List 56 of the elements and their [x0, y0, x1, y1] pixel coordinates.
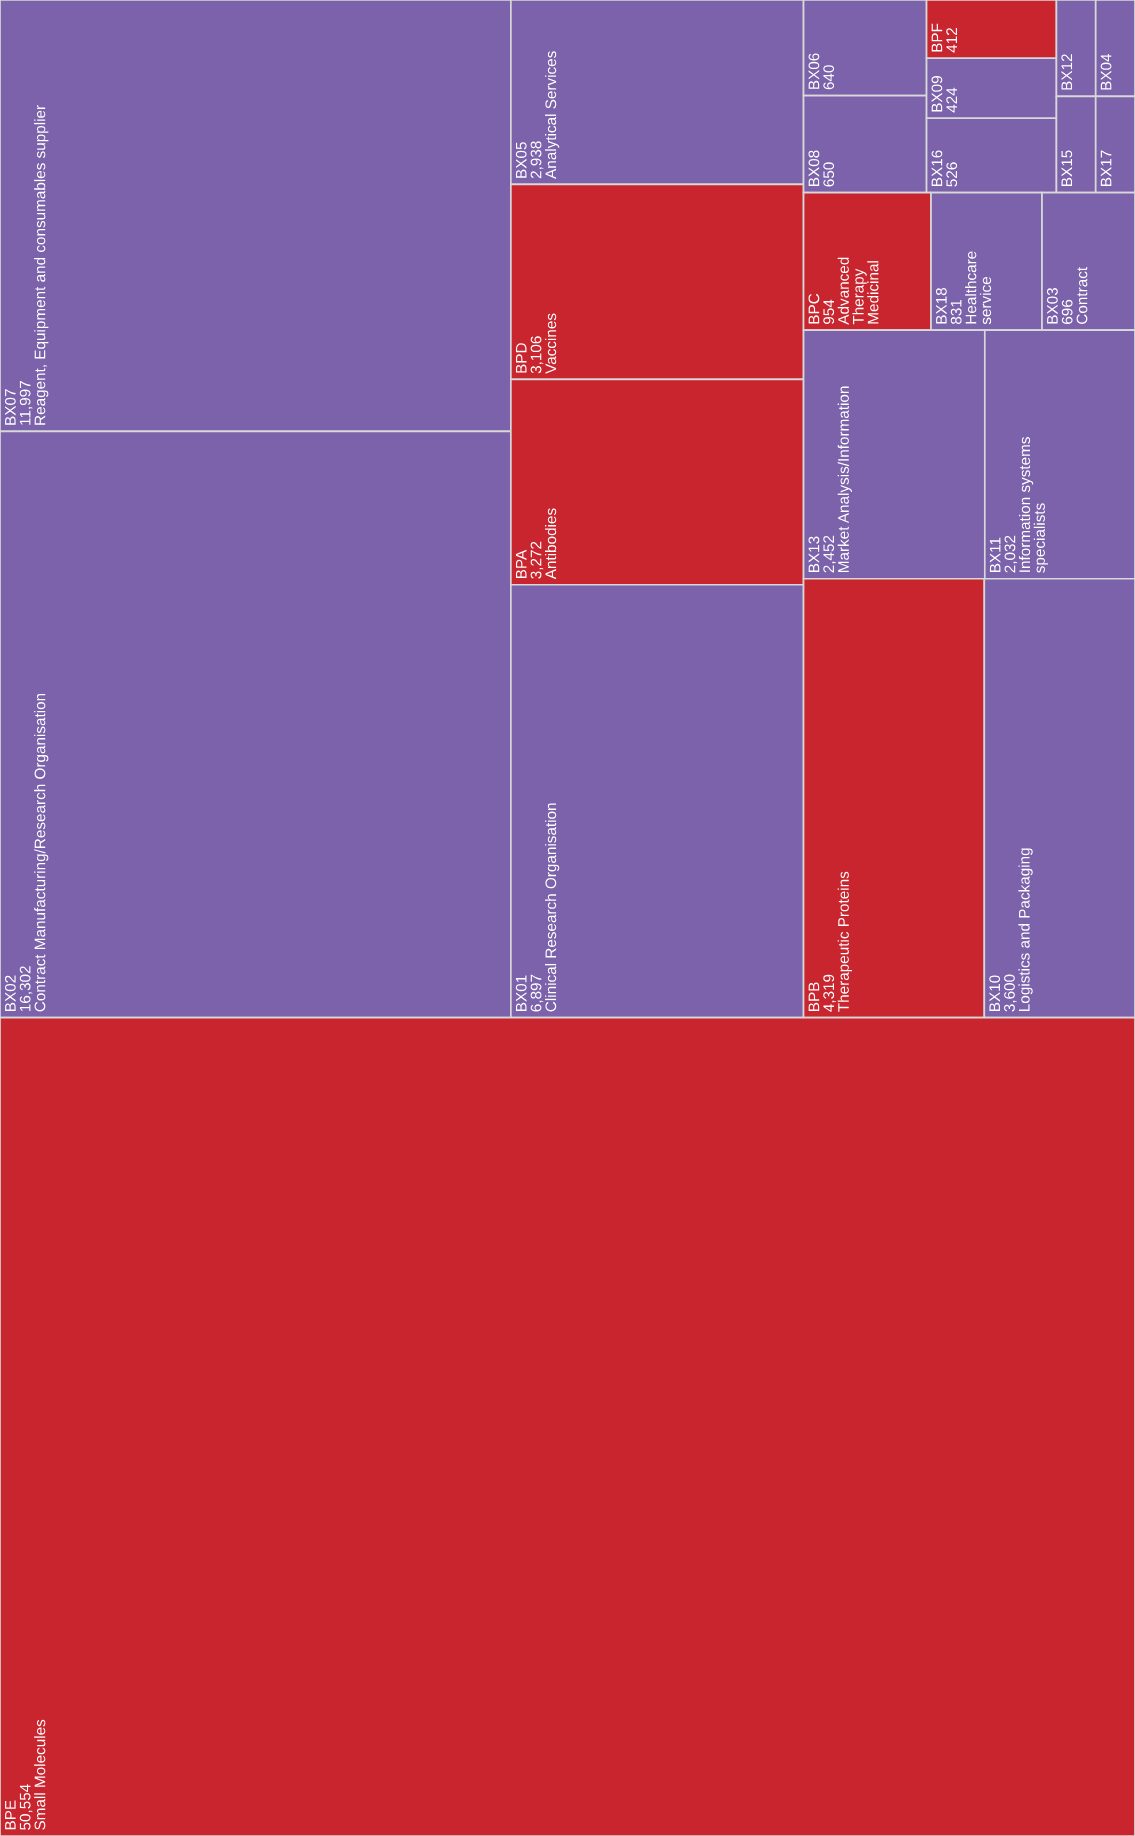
text: Advanced Therapy Medicinal: [837, 257, 879, 325]
category-label: BX15: [1061, 150, 1073, 186]
data-label: 412: [946, 28, 957, 53]
category-label: BX06: [808, 53, 820, 89]
text: Information systems specialists: [1018, 437, 1048, 573]
category-label: BX10: [989, 975, 1001, 1011]
text: Therapeutic Proteins: [837, 871, 852, 1012]
text: Contract: [1076, 267, 1088, 324]
category-label: BPF: [931, 23, 943, 52]
data-label: 2,938: [530, 141, 544, 179]
category-label: BX05: [515, 142, 527, 178]
category-label: BX11: [989, 537, 1001, 572]
category-label: BX04: [1100, 53, 1112, 90]
text: Small Molecules: [34, 1719, 46, 1830]
data-label: 4,319: [823, 974, 836, 1012]
text: Market Analysis/Information: [837, 386, 852, 572]
data-label: 3,106: [530, 336, 544, 374]
data-label: 3,272: [530, 541, 544, 579]
category-label: BX09: [931, 76, 943, 112]
data-label: 954: [823, 299, 835, 324]
text: Contract Manufacturing/Research Organisation: [34, 693, 49, 1012]
data-label: 831: [950, 299, 962, 325]
data-label: 640: [823, 65, 835, 90]
data-label: 2,452: [823, 535, 836, 573]
category-label: BPC: [808, 293, 820, 324]
text: Clinical Research Organisation: [545, 803, 560, 1012]
data-label: 6,897: [530, 974, 544, 1012]
category-label: BX08: [808, 150, 820, 186]
text: Logistics and Packaging: [1018, 848, 1033, 1011]
data-label: 526: [946, 162, 958, 187]
data-label: 3,600: [1004, 974, 1017, 1012]
category-label: BPE: [5, 1800, 16, 1830]
data-label: 16,302: [19, 966, 33, 1012]
category-label: BX16: [931, 150, 943, 186]
data-label: 11,997: [19, 381, 33, 425]
text: Healthcare service: [965, 251, 992, 325]
category-label: BX03: [1046, 287, 1058, 324]
data-label: 696: [1061, 299, 1073, 324]
category-label: BX13: [808, 536, 820, 572]
category-label: BPB: [808, 982, 820, 1011]
text: Vaccines: [545, 313, 557, 374]
category-label: BX18: [935, 287, 947, 324]
category-label: BX17: [1100, 150, 1112, 186]
text: Reagent, Equipment and consumables supplier: [34, 105, 49, 425]
data-label: 50,554: [19, 1784, 33, 1830]
data-label: 2,032: [1004, 535, 1018, 573]
category-label: BX01: [515, 975, 527, 1011]
category-label: BX02: [4, 975, 16, 1011]
data-label: 424: [946, 87, 957, 113]
category-label: BPD: [515, 343, 527, 373]
data-label: 650: [823, 162, 835, 187]
category-label: BPA: [515, 549, 527, 579]
category-label: BX07: [4, 389, 16, 425]
text: Analytical Services: [545, 51, 560, 179]
text: Antibodies: [545, 508, 557, 580]
category-label: BX12: [1061, 54, 1073, 90]
